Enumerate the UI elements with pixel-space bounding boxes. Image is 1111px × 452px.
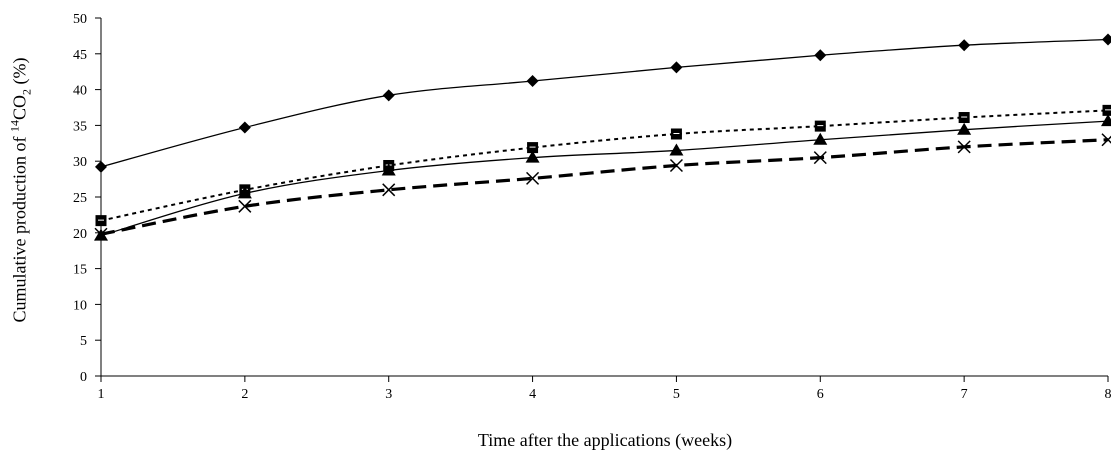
series-1-line (100, 38, 1109, 168)
y-tick-label: 40 (73, 84, 87, 99)
x-tick-label: 4 (529, 387, 536, 402)
series-3-marker (237, 186, 252, 199)
series-layer (94, 33, 1111, 241)
series-4-marker (382, 183, 396, 197)
y-axis-title-prefix: Cumulative production of (9, 132, 30, 323)
series-4-marker (957, 140, 971, 154)
series-3-marker (813, 132, 828, 145)
series-3-line (100, 120, 1109, 237)
y-axis-title-subscript: 2 (19, 89, 34, 95)
series-4-line (100, 138, 1109, 236)
series-4-marker (1101, 135, 1111, 147)
series-3-marker (1101, 114, 1111, 127)
y-tick-label: 20 (73, 227, 87, 242)
y-tick-label: 15 (73, 263, 87, 278)
y-tick-label: 30 (73, 155, 87, 170)
y-tick-label: 5 (80, 334, 87, 349)
series-3-marker (381, 163, 396, 176)
y-axis-title-main: CO (9, 95, 30, 121)
y-tick-label: 50 (73, 12, 87, 27)
series-1-marker (382, 89, 395, 102)
y-tick-label: 45 (73, 48, 87, 63)
series-1-marker (958, 39, 971, 52)
y-tick-label: 25 (73, 191, 87, 206)
series-3-marker (525, 150, 540, 163)
y-tick-label: 35 (73, 119, 87, 134)
series-2-line (100, 109, 1109, 222)
x-tick-label: 8 (1105, 387, 1111, 402)
y-axis-title-wrapper: Cumulative production of 14CO2 (%) (6, 0, 36, 380)
y-axis-title: Cumulative production of 14CO2 (%) (8, 58, 35, 323)
series-4-marker (94, 227, 108, 241)
series-4-marker (669, 158, 683, 173)
x-tick-label: 2 (241, 387, 248, 402)
x-tick-label: 3 (385, 387, 392, 402)
series-1-marker (526, 75, 539, 88)
y-axis-title-suffix: (%) (9, 57, 30, 89)
y-tick-label: 0 (80, 370, 87, 385)
x-tick-label: 6 (817, 387, 824, 402)
series-3-marker (957, 122, 972, 135)
series-1-marker (814, 49, 827, 62)
y-axis-title-superscript: 14 (7, 120, 22, 133)
series-1-marker (238, 121, 251, 134)
x-tick-label: 1 (98, 387, 105, 402)
series-4-marker (526, 171, 540, 185)
series-4-marker (813, 151, 827, 165)
x-tick-label: 5 (673, 387, 680, 402)
axes (100, 18, 1108, 377)
x-tick-label: 7 (961, 387, 968, 402)
y-tick-label: 10 (73, 298, 87, 313)
series-1-marker (95, 160, 107, 173)
series-1-marker (670, 61, 683, 74)
series-4-marker (238, 199, 252, 213)
series-3-marker (669, 143, 684, 156)
series-1-marker (1102, 33, 1111, 46)
x-axis-title: Time after the applications (weeks) (478, 430, 732, 451)
